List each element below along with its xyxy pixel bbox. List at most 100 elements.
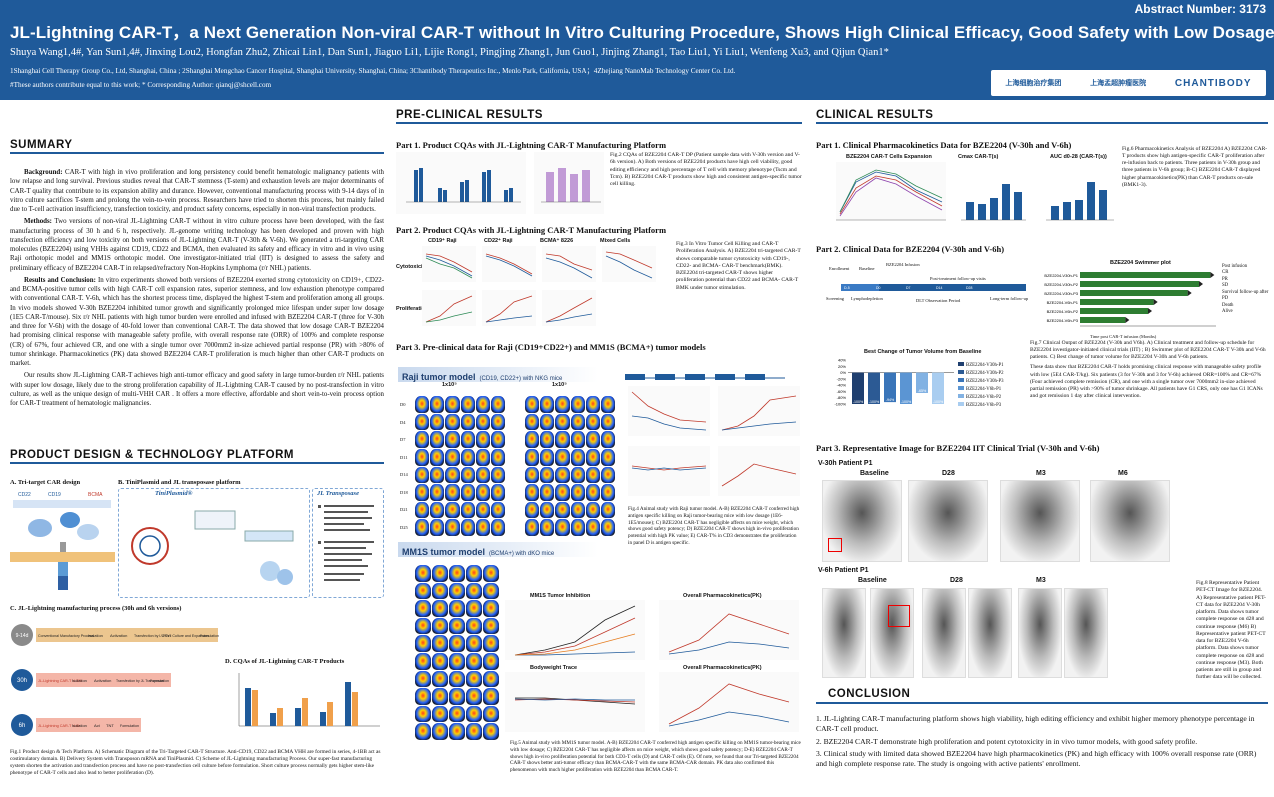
bioluminescence-mouse <box>415 565 431 582</box>
mm1s-title-bar: MM1S tumor model (BCMA+) with dKO mice <box>398 542 598 557</box>
tumor-bar-label: -100% <box>901 400 912 404</box>
swimmer-bar <box>1080 272 1211 278</box>
clinical-divider <box>816 122 1268 124</box>
mm1s-chart-c-title: Bodyweight Trace <box>530 665 578 671</box>
bioluminescence-mouse <box>432 652 448 670</box>
bioluminescence-mouse <box>432 565 448 582</box>
conclusion-divider <box>816 702 1268 704</box>
svg-text:D14: D14 <box>936 286 942 290</box>
pet-v6-d28-a <box>922 588 966 678</box>
bioluminescence-mouse <box>570 413 585 431</box>
bioluminescence-mouse <box>483 565 499 582</box>
bioluminescence-mouse <box>570 448 585 466</box>
pet-v30-lesion-box <box>828 538 842 552</box>
swimmer-plot: BZE2204-V30h-P1 BZE2204-V30h-P2 BZE2204-V3… <box>1044 272 1216 327</box>
bioluminescence-mouse <box>540 484 555 501</box>
bioluminescence-mouse <box>475 396 490 413</box>
bioluminescence-mouse <box>570 466 585 484</box>
bioluminescence-mouse <box>475 501 490 519</box>
pet-v6-baseline-a <box>822 588 866 678</box>
raji-charts <box>628 386 800 496</box>
swimmer-bar <box>1080 317 1126 323</box>
svg-text:D0: D0 <box>876 286 881 290</box>
schedule-longterm: Long-term follow-up <box>990 296 1029 301</box>
bioluminescence-mouse <box>432 688 448 705</box>
clinical-part2: Part 2. Clinical Data for BZE2204 (V-30h… <box>816 244 1005 254</box>
svg-text:Formulation: Formulation <box>150 679 169 683</box>
bioluminescence-mouse <box>570 396 585 413</box>
poster-title: JL-Lightning CAR-T，a Next Generation Non… <box>10 23 1274 42</box>
bioluminescence-mouse <box>525 519 540 536</box>
treatment-schedule: D-5 D0 D7 D14 D28 <box>841 284 1026 291</box>
bioluminescence-mouse <box>415 431 430 448</box>
fig1-caption: Fig.1 Product design & Tech Platform. A)… <box>10 749 381 777</box>
pet-v6-m3-a <box>1018 588 1062 678</box>
fig3-col-cd22: CD22⁺ Raji <box>484 238 513 244</box>
bioluminescence-mouse <box>415 723 431 740</box>
svg-text:CD19: CD19 <box>48 492 61 498</box>
bioluminescence-mouse <box>585 519 600 536</box>
tumor-chart-legend: BZE2204-V30h-P1 BZE2204-V30h-P2 BZE2204-V3… <box>958 362 1004 410</box>
process-row-6h: 6h JL-Lightning CAR-T V-6h Isolation Act… <box>11 714 141 736</box>
bioluminescence-mouse <box>585 413 600 431</box>
bioluminescence-mouse <box>449 723 465 740</box>
tumor-y-tick: -20% <box>837 376 847 381</box>
pet-v6-d28: D28 <box>950 577 963 584</box>
bioluminescence-mouse <box>475 519 490 536</box>
bioluminescence-mouse <box>475 448 490 466</box>
product-d-label: D. CQAs of JL-Lightning CAR-T Products <box>225 658 345 665</box>
bioluminescence-mouse <box>460 501 475 519</box>
schedule-enrollment: Enrollment <box>829 266 850 271</box>
process-row-conventional: 9-14d Conventional Manufactory Process I… <box>11 624 219 646</box>
bioluminescence-mouse <box>483 635 499 652</box>
raji-imaging-grid-left <box>415 396 505 536</box>
bioluminescence-mouse <box>570 484 585 501</box>
bioluminescence-mouse <box>490 413 505 431</box>
abstract-number: Abstract Number: 3173 <box>1134 2 1266 16</box>
bioluminescence-mouse <box>449 600 465 617</box>
bioluminescence-mouse <box>490 448 505 466</box>
transposase-panel: JL Transposase <box>312 488 384 598</box>
bioluminescence-mouse <box>415 448 430 466</box>
bioluminescence-mouse <box>460 431 475 448</box>
swimmer-patient-label: BZE2204-V6h-P1 <box>1047 300 1079 305</box>
mm1s-subtitle: (BCMA+) with dKO mice <box>489 551 555 557</box>
fig3-caption: Fig.3 In Vitro Tumor Cell Killing and CA… <box>676 241 801 291</box>
swimmer-alive-arrow <box>1125 317 1130 323</box>
author-list: Shuya Wang1,4#, Yan Sun1,4#, Jinxing Lou… <box>10 47 889 58</box>
bioluminescence-mouse <box>449 582 465 600</box>
transposase-bullets <box>318 505 374 581</box>
product-b-label: B. TiniPlasmid and JL transposase platfo… <box>118 479 241 486</box>
bioluminescence-mouse <box>570 501 585 519</box>
bioluminescence-mouse <box>525 448 540 466</box>
raji-dose-left: 1x10⁵ <box>442 382 457 388</box>
bioluminescence-mouse <box>415 501 430 519</box>
fig3-col-mixed: Mixed Cells <box>600 238 631 244</box>
swimmer-bar <box>1080 308 1148 314</box>
bioluminescence-mouse <box>555 431 570 448</box>
clinical-part3: Part 3. Representative Image for BZE2204… <box>816 443 1100 453</box>
fig4-caption: Fig.4 Animal study with Raji tumor model… <box>628 506 800 546</box>
bioluminescence-mouse <box>415 582 431 600</box>
tumor-y-tick: -100% <box>834 402 846 407</box>
fig2-caption: Fig.2 CQAs of BZE2204 CAR-T DP (Patient … <box>610 152 802 188</box>
preclinical-part3: Part 3. Pre-clinical data for Raji (CD19… <box>396 342 706 352</box>
bioluminescence-mouse <box>449 688 465 705</box>
bioluminescence-mouse <box>415 413 430 431</box>
bioluminescence-mouse <box>540 448 555 466</box>
tumor-y-tick: -60% <box>837 389 847 394</box>
pet-v6-baseline-b <box>870 588 914 678</box>
raji-subtitle: (CD19, CD22+) with NKG mice <box>479 376 563 382</box>
raji-imaging-grid-right <box>525 396 615 536</box>
bioluminescence-mouse <box>540 466 555 484</box>
bioluminescence-mouse <box>483 723 499 740</box>
bioluminescence-mouse <box>483 652 499 670</box>
pet-v30-m3-image <box>1000 480 1080 562</box>
bioluminescence-mouse <box>430 396 445 413</box>
svg-text:Transfection by JL Transposon: Transfection by JL Transposon <box>116 679 164 683</box>
tiniplasmid-panel: TiniPlasmid® <box>118 488 310 598</box>
tumor-bar <box>932 372 944 404</box>
tumor-chart-title: Best Change of Tumor Volume from Baselin… <box>864 349 982 355</box>
fig3-charts <box>422 246 656 326</box>
bioluminescence-mouse <box>466 617 482 635</box>
